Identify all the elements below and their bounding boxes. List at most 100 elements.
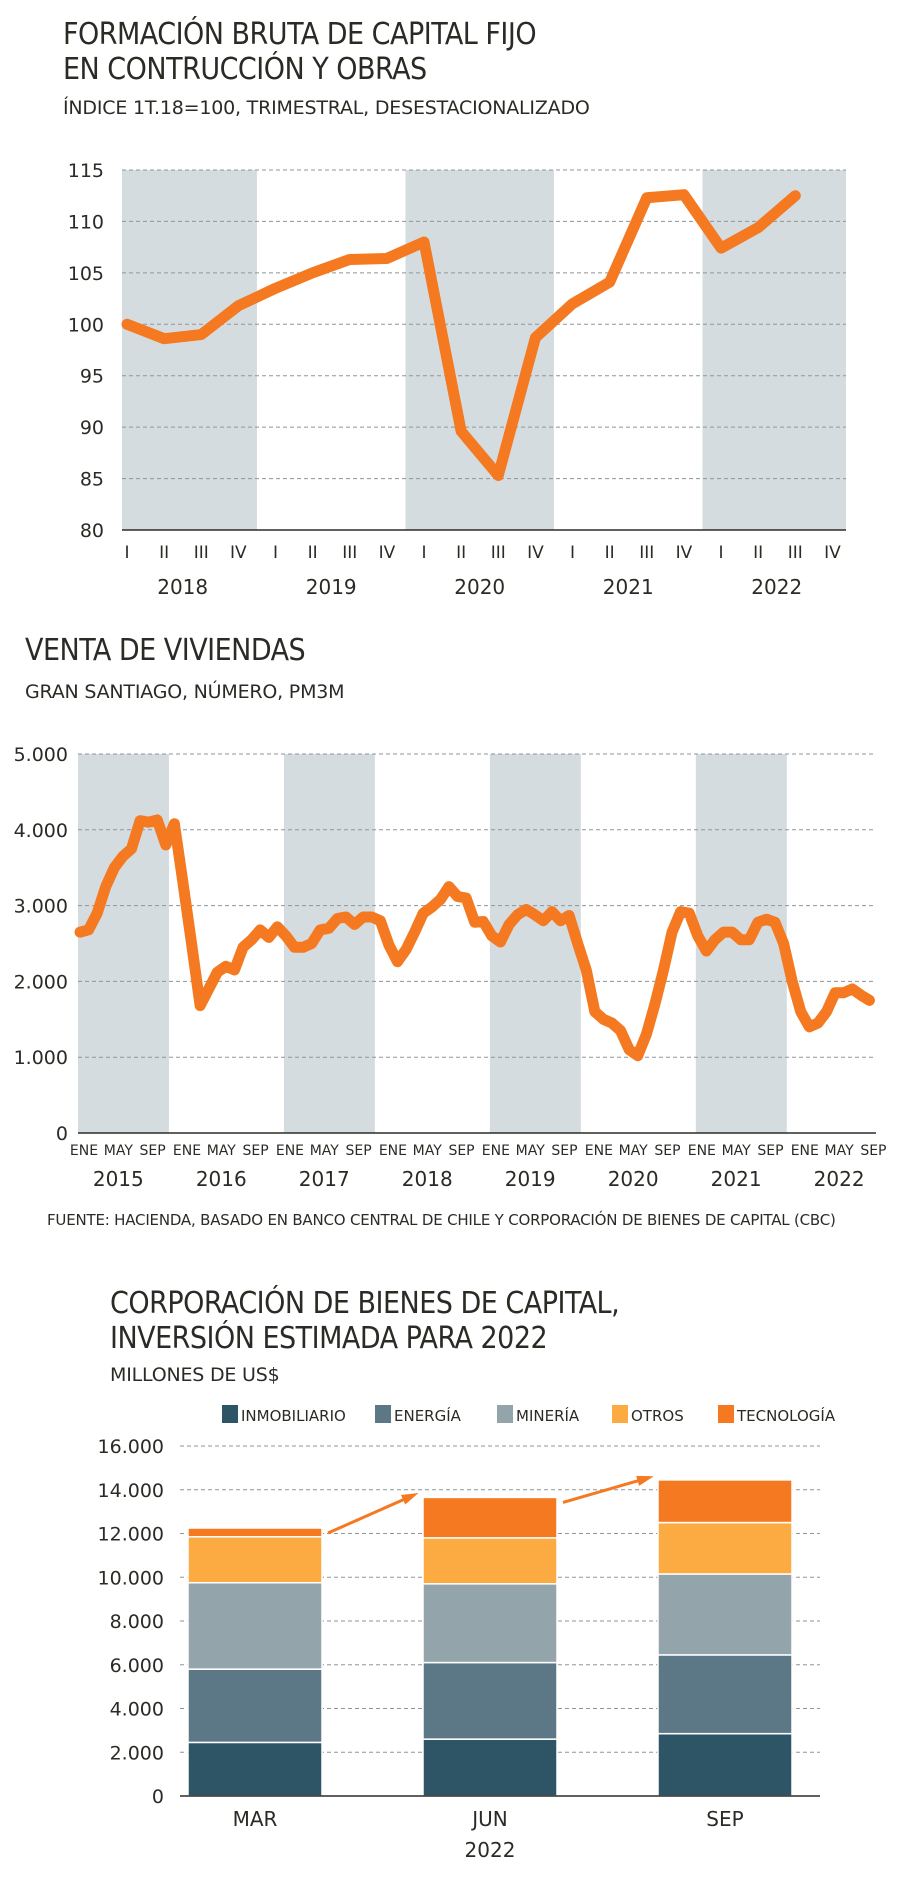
data-point [96,912,98,914]
source-note: FUENTE: HACIENDA, BASADO EN BANCO CENTRA… [47,1211,836,1229]
y-tick-label: 1.000 [14,1047,68,1069]
x-tick-month: SEP [448,1143,474,1159]
data-point [774,921,776,923]
x-tick-year: 2018 [402,1167,453,1191]
y-tick-label: 100 [68,314,104,336]
x-tick-label: JUN [470,1807,508,1831]
chart1-title-line1: FORMACIÓN BRUTA DE CAPITAL FIJO [63,17,537,52]
data-point [237,305,239,307]
data-point [199,1005,201,1007]
data-point [560,920,562,922]
data-point [182,882,184,884]
data-point [609,281,611,283]
bar-jun-minería [422,1583,558,1664]
data-point [216,971,218,973]
shade-band-2015 [78,754,169,1133]
bar-sep-energía [657,1654,793,1735]
data-point [88,929,90,931]
x-tick-quarter: I [570,543,575,563]
x-tick-quarter: III [788,543,803,563]
x-tick-month: MAY [619,1143,649,1159]
x-tick-year: 2022 [751,575,802,599]
x-tick-quarter: III [342,543,357,563]
data-point [319,929,321,931]
chart2-subtitle: GRAN SANTIAGO, NÚMERO, PM3M [25,681,345,703]
data-point [79,931,81,933]
data-point [173,823,175,825]
y-tick-label: 10.000 [98,1567,164,1589]
data-point [628,1049,630,1051]
bar-mar-otros [187,1536,323,1584]
data-point [336,917,338,919]
data-point [345,916,347,918]
data-point [276,926,278,928]
legend-swatch-energía [375,1405,391,1423]
data-point [460,430,462,432]
bar-sep-otros [657,1521,793,1575]
x-tick-quarter: II [753,543,763,563]
data-point [542,920,544,922]
x-tick-quarter: IV [824,543,841,563]
data-point [268,936,270,938]
data-point [731,931,733,933]
y-tick-label: 16.000 [98,1436,164,1458]
x-tick-quarter: I [273,543,278,563]
data-point [860,994,862,996]
data-point [662,969,664,971]
x-tick-quarter: II [605,543,615,563]
x-tick-quarter: III [639,543,654,563]
data-point [242,946,244,948]
bar-sep-minería [657,1573,793,1656]
bar-mar-tecnología [187,1527,323,1538]
data-point [457,896,459,898]
x-tick-month: ENE [70,1143,98,1159]
data-point [379,920,381,922]
x-tick-quarter: I [719,543,724,563]
data-point [354,924,356,926]
data-point [577,943,579,944]
x-tick-month: SEP [860,1143,886,1159]
x-tick-quarter: II [456,543,466,563]
data-point [126,323,128,325]
x-tick-month: SEP [551,1143,577,1159]
x-tick-year: 2021 [711,1167,762,1191]
y-tick-label: 5.000 [14,744,68,766]
x-tick-year: 2020 [608,1167,659,1191]
legend-swatch-minería [497,1405,513,1423]
x-tick-month: ENE [276,1143,304,1159]
data-point [602,1018,604,1020]
y-tick-label: 12.000 [98,1524,164,1546]
data-point [371,916,373,918]
legend-label: OTROS [631,1407,684,1425]
data-point [525,908,527,910]
data-point [465,897,467,899]
data-point [251,939,253,941]
x-tick-month: MAY [104,1143,134,1159]
trend-arrow-head [636,1475,654,1486]
data-point [139,820,141,822]
y-tick-label: 2.000 [14,971,68,993]
data-point [534,914,536,916]
x-tick-year: 2019 [505,1167,556,1191]
data-point [705,950,707,952]
data-point [165,844,167,846]
x-tick-month: MAY [825,1143,855,1159]
data-point [654,1003,656,1005]
y-tick-label: 2.000 [110,1742,164,1764]
data-point [851,988,853,990]
data-point [783,943,785,944]
data-point [497,474,499,476]
data-point [156,819,158,821]
data-point [312,272,314,274]
data-point [757,227,759,229]
x-tick-quarter: IV [230,543,247,563]
data-point [122,855,124,857]
y-tick-label: 4.000 [110,1699,164,1721]
x-tick-month: ENE [173,1143,201,1159]
bar-mar-energía [187,1668,323,1744]
data-point [723,931,725,933]
legend-swatch-otros [612,1405,628,1423]
bar-jun-tecnología [422,1496,558,1539]
x-axis-label: 2022 [465,1838,516,1862]
chart1-title: FORMACIÓN BRUTA DE CAPITAL FIJO EN CONTR… [63,17,537,87]
